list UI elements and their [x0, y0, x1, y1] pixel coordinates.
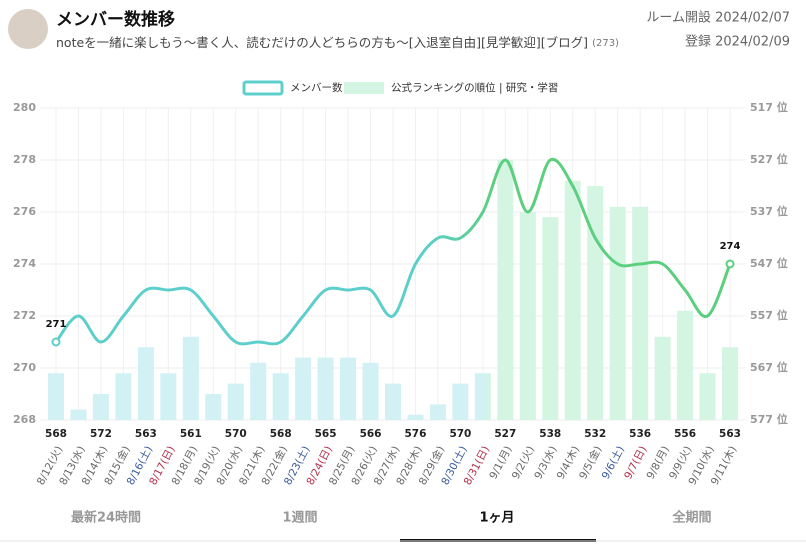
bar: [542, 217, 559, 420]
bar: [115, 373, 132, 420]
rank-label: 536: [629, 428, 651, 440]
y2-tick-label: 527 位: [750, 152, 788, 166]
y-tick-label: 272: [13, 309, 36, 322]
data-label: 274: [720, 241, 741, 252]
bar: [227, 383, 244, 420]
y2-tick-label: 577 位: [750, 412, 788, 426]
bar: [385, 383, 401, 420]
y-tick-label: 276: [13, 205, 36, 218]
data-label: 271: [46, 319, 67, 330]
bar: [137, 347, 154, 420]
legend-swatch: [242, 80, 284, 96]
bar: [587, 186, 604, 420]
rank-label: 563: [719, 428, 741, 440]
bar: [272, 373, 289, 420]
bar: [699, 373, 716, 420]
tab[interactable]: 最新24時間: [71, 510, 141, 526]
bar: [250, 362, 267, 420]
y-tick-label: 268: [13, 413, 36, 426]
legend-label[interactable]: メンバー数: [290, 81, 343, 94]
rank-label: 532: [584, 428, 606, 440]
bar: [654, 336, 671, 420]
y2-tick-label: 567 位: [750, 360, 788, 374]
bar: [92, 394, 109, 420]
rank-label: 570: [225, 428, 247, 440]
bar: [497, 160, 514, 420]
tab[interactable]: 1週間: [282, 511, 317, 526]
subtitle-text: noteを一緒に楽しもう～書く人、読むだけの人どちらの方も～[入退室自由][見学…: [56, 35, 588, 50]
bar: [632, 206, 649, 420]
end-point: [725, 259, 735, 269]
legend-swatch: [344, 82, 384, 94]
bar: [182, 336, 199, 420]
subtitle: noteを一緒に楽しもう～書く人、読むだけの人どちらの方も～[入退室自由][見学…: [56, 35, 619, 50]
bar: [362, 362, 379, 420]
bar: [474, 373, 491, 420]
tab[interactable]: 全期間: [671, 510, 711, 526]
avatar: [8, 9, 48, 49]
bar: [429, 404, 446, 420]
y2-tick-label: 547 位: [750, 256, 788, 270]
rank-label: 565: [315, 428, 337, 440]
bar: [48, 373, 64, 420]
rank-label: 538: [539, 428, 561, 440]
legend-label[interactable]: 公式ランキングの順位 | 研究・学習: [391, 81, 558, 94]
rank-label: 568: [270, 428, 292, 440]
bar: [452, 383, 469, 420]
y2-tick-label: 537 位: [750, 204, 788, 218]
line: [54, 157, 732, 346]
bar: [340, 357, 357, 420]
y-tick-label: 278: [13, 153, 36, 166]
bar: [317, 357, 334, 420]
y2-tick-label: 557 位: [750, 308, 788, 322]
y2-tick-label: 517 位: [750, 100, 788, 114]
y-tick-label: 280: [13, 101, 36, 114]
bar: [609, 206, 626, 420]
end-point: [51, 337, 61, 347]
bar: [519, 212, 536, 420]
rank-label: 527: [494, 428, 516, 440]
title: メンバー数推移: [56, 9, 175, 30]
rank-label: 566: [360, 428, 382, 440]
y-tick-label: 270: [13, 361, 36, 374]
rank-label: 561: [180, 428, 202, 440]
rank-label: 568: [45, 428, 67, 440]
bar: [160, 373, 177, 420]
tab[interactable]: 1ヶ月: [479, 511, 514, 526]
rank-label: 572: [90, 428, 112, 440]
bar: [722, 347, 738, 420]
bar: [70, 409, 87, 420]
plot: [40, 107, 745, 421]
rank-label: 576: [405, 428, 427, 440]
rank-label: 563: [135, 428, 157, 440]
member-count: (273): [592, 38, 619, 49]
created-date: ルーム開設 2024/02/07: [646, 10, 790, 26]
bar: [205, 394, 222, 420]
y-tick-label: 274: [13, 257, 36, 270]
bar: [677, 310, 694, 420]
rank-label: 556: [674, 428, 696, 440]
rank-label: 570: [449, 428, 471, 440]
registered-date: 登録 2024/02/09: [685, 35, 790, 50]
bar: [564, 180, 581, 420]
bar: [407, 414, 424, 420]
bar: [295, 357, 312, 420]
